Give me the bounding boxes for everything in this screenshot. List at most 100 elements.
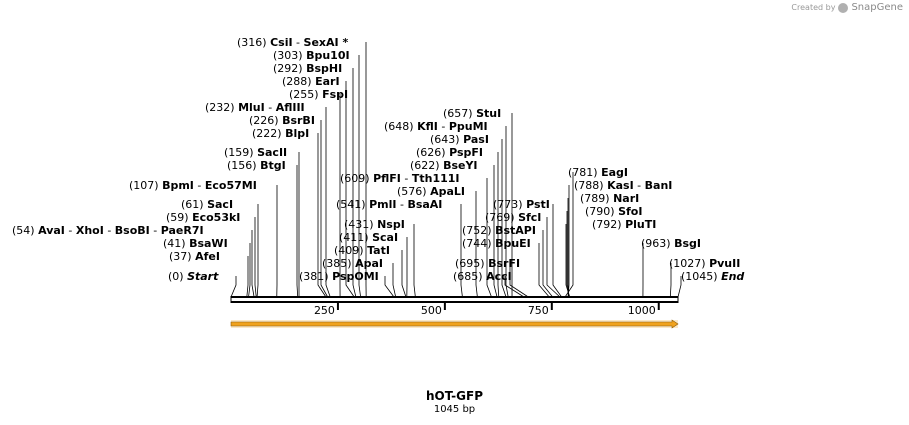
site-label[interactable]: (222) BlpI [252, 127, 309, 140]
enzyme-name: PmlI [369, 198, 396, 211]
site-label[interactable]: (609) PflFI - Tth111I [340, 172, 460, 185]
enzyme-name: BlpI [285, 127, 309, 140]
site-position: (648) [384, 120, 417, 133]
site-label[interactable]: (752) BstAPI [462, 224, 536, 237]
site-leader-line [251, 230, 255, 298]
enzyme-name: KasI [607, 179, 634, 192]
site-leader-line [248, 243, 251, 298]
site-label[interactable]: (409) TatI [334, 244, 390, 257]
enzyme-name: SacII [257, 146, 287, 159]
enzyme-name: SfoI [618, 205, 642, 218]
site-position: (385) [322, 257, 355, 270]
enzyme-name: BsrFI [488, 257, 520, 270]
snapgene-watermark: Created by SnapGene [791, 2, 903, 13]
site-label[interactable]: (622) BseYI [410, 159, 478, 172]
site-label[interactable]: (695) BsrFI [455, 257, 520, 270]
site-position: (541) [336, 198, 369, 211]
site-labels: (316) CsiI - SexAI *(303) Bpu10I(292) Bs… [12, 36, 744, 283]
site-label[interactable]: (0) Start [168, 270, 219, 283]
enzyme-name: PpuMI [449, 120, 488, 133]
site-position: (781) [568, 166, 601, 179]
enzyme-name: XhoI [76, 224, 104, 237]
site-leader-line [538, 243, 550, 298]
site-label[interactable]: (788) KasI - BanI [574, 179, 672, 192]
site-leader-line [475, 191, 478, 298]
feature-arrow-shape[interactable] [230, 319, 679, 329]
site-label[interactable]: (288) EarI [282, 75, 340, 88]
site-position: (159) [224, 146, 257, 159]
site-label[interactable]: (790) SfoI [585, 205, 642, 218]
site-label[interactable]: (255) FspI [289, 88, 348, 101]
site-label[interactable]: (744) BpuEI [462, 237, 531, 250]
site-leader-line [493, 165, 498, 298]
site-leader-line [677, 276, 682, 298]
site-label[interactable]: (59) Eco53kI [166, 211, 240, 224]
site-leader-line [358, 55, 362, 298]
site-label[interactable]: (541) PmlI - BsaAI [336, 198, 442, 211]
site-position: (685) [453, 270, 486, 283]
site-leader-line [392, 263, 397, 298]
site-position: (381) [299, 270, 332, 283]
site-label[interactable]: (1027) PvuII [669, 257, 740, 270]
enzyme-name: SexAI * [304, 36, 349, 49]
site-label[interactable]: (576) ApaLI [397, 185, 465, 198]
site-leader-line [509, 263, 529, 298]
site-label[interactable]: (685) AccI [453, 270, 512, 283]
site-label[interactable]: (226) BsrBI [249, 114, 315, 127]
site-position: (769) [485, 211, 518, 224]
site-label[interactable]: (963) BsgI [641, 237, 701, 250]
site-label[interactable]: (385) ApaI [322, 257, 383, 270]
site-label[interactable]: (292) BspHI [273, 62, 342, 75]
enzyme-name: BsgI [674, 237, 701, 250]
site-leader-line [564, 172, 574, 298]
axis-tick-label: 750 [528, 304, 549, 317]
site-position: (222) [252, 127, 285, 140]
site-label[interactable]: (773) PstI [493, 198, 550, 211]
axis-ticks: 250 500 750 1000 [314, 302, 660, 317]
site-label[interactable]: (411) ScaI [339, 231, 398, 244]
site-label[interactable]: (61) SacI [181, 198, 233, 211]
enzyme-name: ScaI [372, 231, 398, 244]
site-label[interactable]: (232) MluI - AflIII [205, 101, 305, 114]
site-leader-line [384, 276, 395, 298]
site-leader-line [497, 152, 500, 298]
site-label[interactable]: (381) PspOMI [299, 270, 379, 283]
site-label[interactable]: (316) CsiI - SexAI * [237, 36, 348, 49]
site-label[interactable]: (54) AvaI - XhoI - BsoBI - PaeR7I [12, 224, 204, 237]
site-label[interactable]: (648) KflI - PpuMI [384, 120, 488, 133]
site-label[interactable]: (789) NarI [580, 192, 639, 205]
site-label[interactable]: (792) PluTI [592, 218, 656, 231]
enzyme-name: KflI [417, 120, 438, 133]
site-label[interactable]: (769) SfcI [485, 211, 541, 224]
site-label[interactable]: (626) PspFI [416, 146, 483, 159]
site-label[interactable]: (37) AfeI [169, 250, 220, 263]
site-label[interactable]: (1045) End [681, 270, 744, 283]
enzyme-name: EarI [315, 75, 339, 88]
site-label[interactable]: (431) NspI [344, 218, 405, 231]
site-leader-line [546, 217, 561, 298]
site-label[interactable]: (657) StuI [443, 107, 501, 120]
site-label[interactable]: (156) BtgI [227, 159, 286, 172]
site-position: (288) [282, 75, 315, 88]
site-leader-line [230, 276, 237, 298]
enzyme-name: AccI [486, 270, 512, 283]
enzyme-name: ApaI [355, 257, 383, 270]
site-label[interactable]: (781) EagI [568, 166, 628, 179]
site-label[interactable]: (303) Bpu10I [273, 49, 350, 62]
enzyme-name: EagI [601, 166, 628, 179]
enzyme-name: BpuEI [495, 237, 531, 250]
site-label[interactable]: (159) SacII [224, 146, 287, 159]
site-label[interactable]: (107) BpmI - Eco57MI [129, 179, 257, 192]
site-position: (744) [462, 237, 495, 250]
site-leader-line [505, 126, 509, 298]
site-position: (255) [289, 88, 322, 101]
site-position: (59) [166, 211, 192, 224]
site-label[interactable]: (41) BsaWI [163, 237, 228, 250]
enzyme-name: BsrBI [282, 114, 315, 127]
site-position: (626) [416, 146, 449, 159]
site-label[interactable]: (643) PasI [430, 133, 489, 146]
enzyme-name: AflIII [276, 101, 305, 114]
site-leader-line [401, 250, 407, 298]
site-position: (609) [340, 172, 373, 185]
enzyme-name: Eco57MI [205, 179, 257, 192]
